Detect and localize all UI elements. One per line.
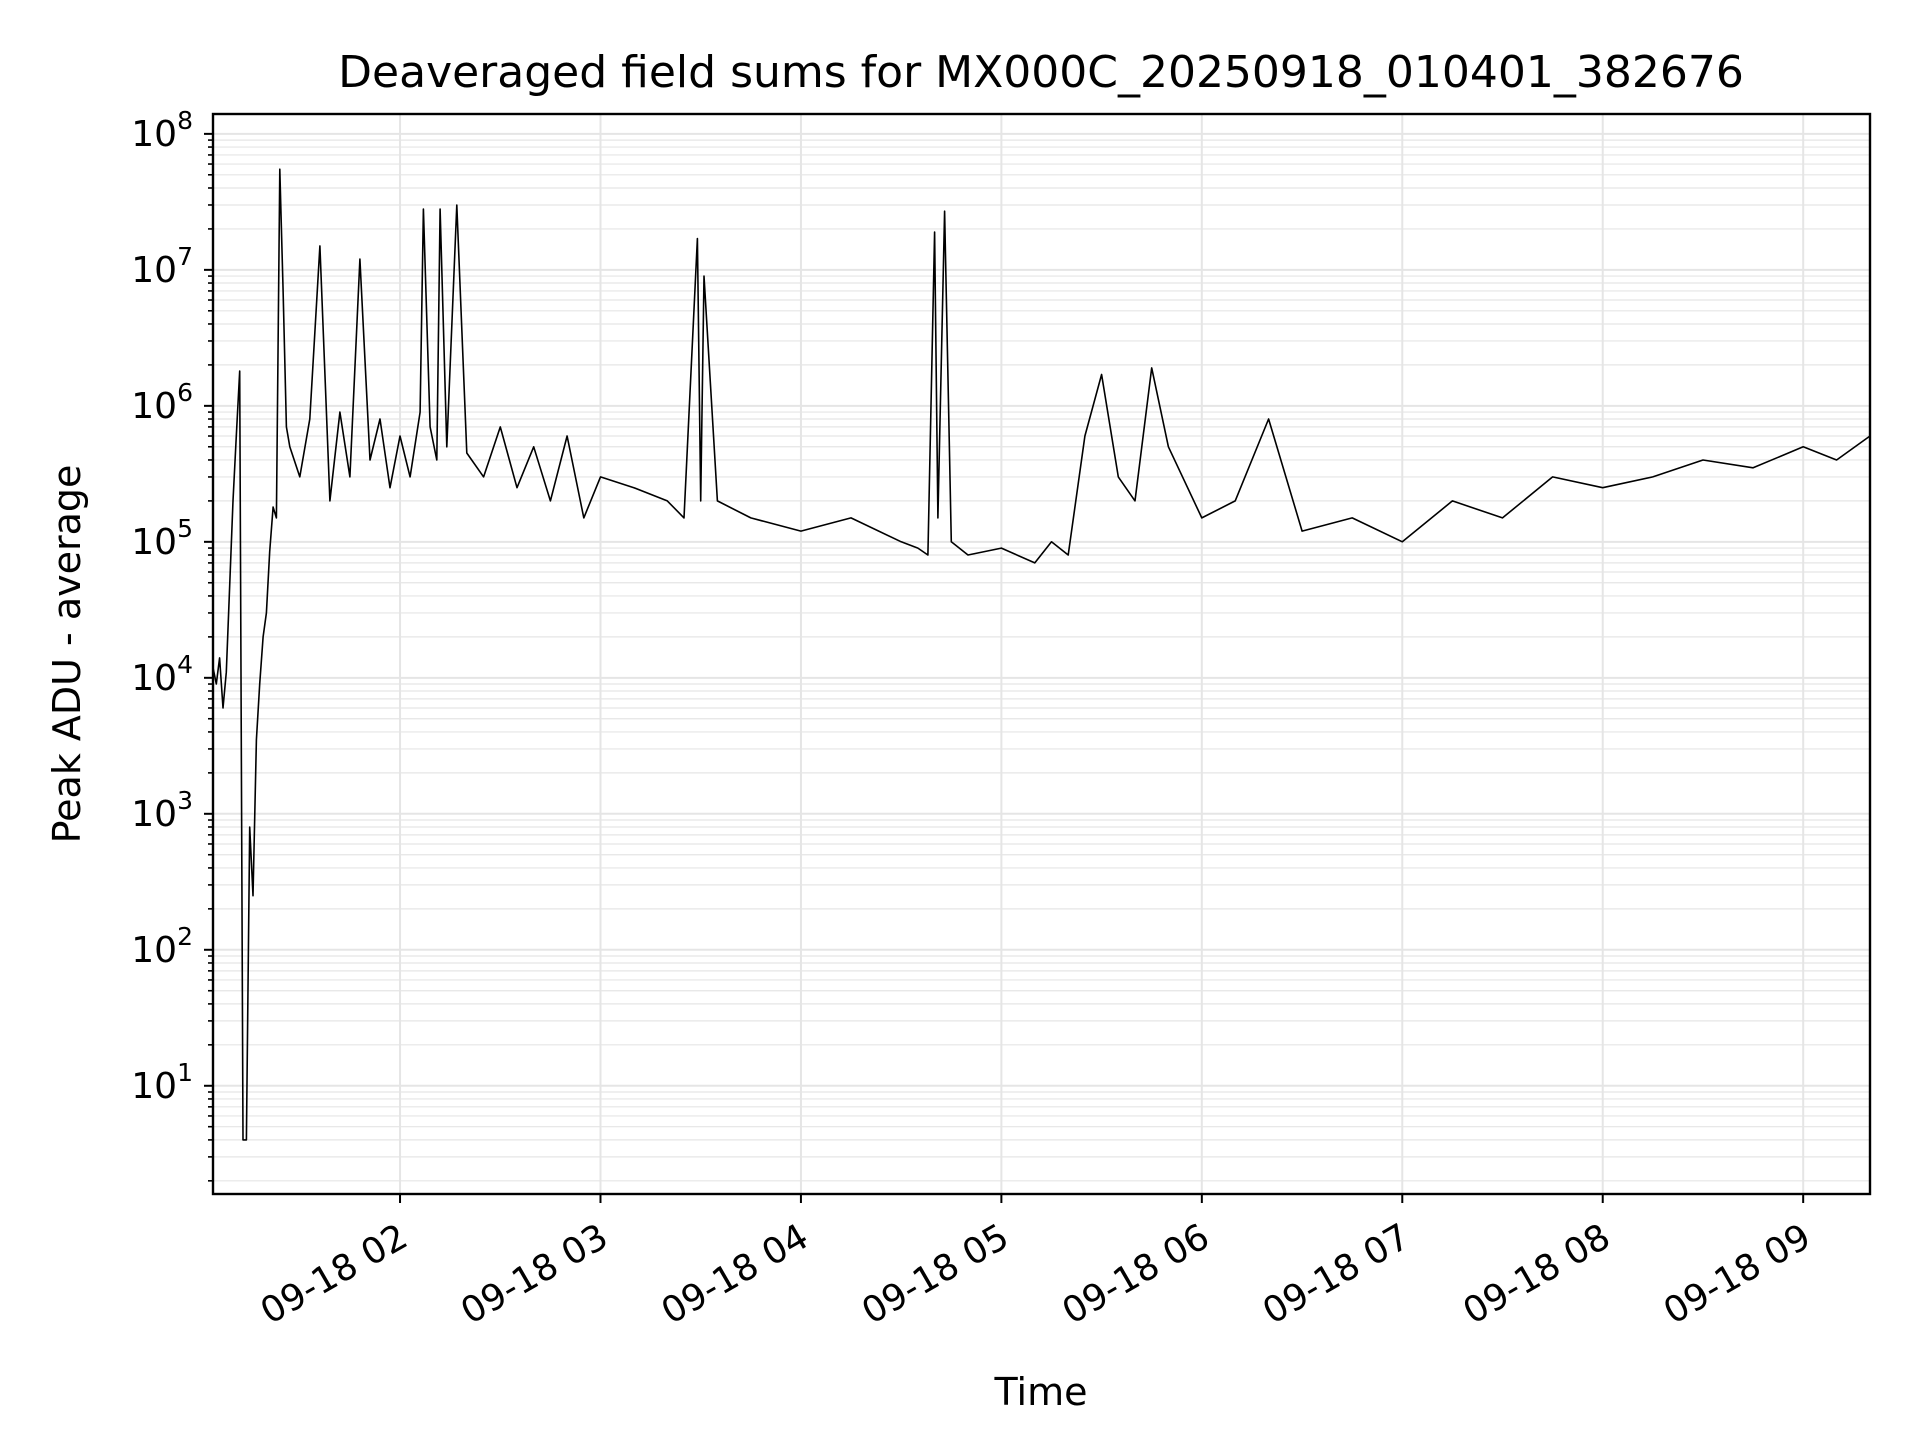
y-tick-label: 103 xyxy=(131,786,193,835)
y-tick-label: 101 xyxy=(131,1058,193,1107)
x-axis-label: Time xyxy=(994,1370,1088,1414)
major-grid xyxy=(213,114,1870,1194)
y-axis: 101 102 103 104 105 106 107 108 xyxy=(131,106,213,1182)
chart-title: Deaveraged field sums for MX000C_2025091… xyxy=(338,47,1744,98)
y-tick-label: 108 xyxy=(131,106,193,155)
y-axis-label: Peak ADU - average xyxy=(45,465,89,844)
plot-frame xyxy=(211,112,1872,1196)
y-tick-label: 105 xyxy=(131,514,193,563)
y-tick-label: 106 xyxy=(131,378,193,427)
y-tick-label: 104 xyxy=(131,650,193,699)
minor-grid xyxy=(213,139,1870,1182)
series-line xyxy=(212,168,1871,1141)
y-tick-label: 102 xyxy=(131,922,193,971)
y-tick-label: 107 xyxy=(131,242,193,291)
